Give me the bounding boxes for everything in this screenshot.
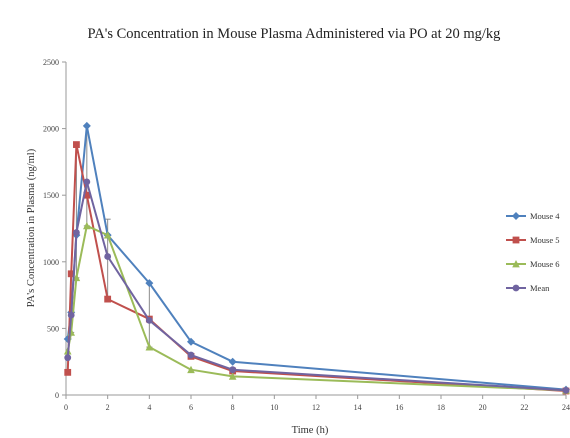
series-mouse-5	[64, 141, 570, 395]
legend-item: Mean	[506, 283, 550, 293]
x-tick-label: 10	[270, 403, 278, 412]
legend-label: Mouse 5	[530, 235, 560, 245]
data-point	[83, 178, 91, 186]
legend-item: Mouse 5	[506, 235, 560, 245]
data-point	[228, 372, 237, 380]
data-point	[562, 386, 570, 394]
data-point	[82, 121, 91, 130]
data-point	[67, 311, 75, 319]
x-tick-label: 24	[562, 403, 570, 412]
data-point	[187, 337, 195, 346]
data-point	[145, 343, 154, 351]
data-point	[73, 229, 80, 236]
data-point	[73, 141, 80, 148]
legend-marker	[512, 284, 520, 292]
data-point	[64, 354, 72, 362]
series-mouse-4	[63, 121, 570, 394]
y-tick-label: 1500	[43, 191, 59, 200]
legend-label: Mouse 6	[530, 259, 560, 269]
x-tick-label: 8	[231, 403, 235, 412]
data-point	[72, 273, 81, 282]
legend-marker	[512, 260, 520, 268]
data-point	[229, 366, 237, 374]
data-point	[83, 221, 91, 230]
legend-item: Mouse 6	[506, 259, 560, 269]
data-point	[104, 253, 112, 260]
x-tick-label: 6	[189, 403, 193, 412]
x-tick-label: 16	[395, 403, 403, 412]
y-tick-label: 500	[47, 324, 59, 333]
data-point	[64, 368, 72, 376]
y-tick-label: 2000	[43, 125, 59, 134]
x-axis-label: Time (h)	[292, 425, 329, 436]
x-tick-label: 4	[147, 403, 151, 412]
series-line	[66, 143, 567, 393]
series-mean	[64, 178, 570, 394]
legend: Mouse 4 Mouse 5 Mouse 6 Mean	[506, 211, 560, 293]
data-point	[83, 191, 91, 199]
y-tick-label: 2500	[43, 58, 59, 67]
x-tick-label: 2	[106, 403, 110, 412]
data-point	[145, 279, 154, 288]
x-tick-label: 22	[520, 403, 528, 412]
x-tick-label: 20	[479, 403, 487, 412]
data-point	[145, 317, 153, 324]
data-point	[228, 357, 237, 366]
series-layer	[63, 121, 570, 395]
y-tick-label: 0	[55, 391, 59, 400]
series-line	[66, 124, 567, 391]
legend-marker	[512, 236, 520, 244]
data-point	[187, 351, 195, 359]
x-tick-label: 18	[437, 403, 445, 412]
x-tick-label: 0	[64, 403, 68, 412]
series-line	[66, 180, 567, 392]
legend-label: Mouse 4	[530, 211, 560, 221]
y-axis-ticks: 0 500 1000 1500 2000 2500	[43, 58, 66, 400]
x-axis-ticks: 0 2 4 6 8 10 12 14 16 18 20 22 24	[64, 395, 570, 412]
legend-label: Mean	[530, 283, 550, 293]
legend-marker	[512, 212, 520, 220]
legend-item: Mouse 4	[506, 211, 560, 221]
data-point	[187, 365, 195, 374]
x-tick-label: 12	[312, 403, 320, 412]
data-point	[67, 270, 75, 278]
data-point	[104, 295, 112, 303]
y-tick-label: 1000	[43, 258, 59, 267]
chart-title: PA's Concentration in Mouse Plasma Admin…	[88, 26, 501, 42]
data-point	[103, 231, 112, 239]
x-tick-label: 14	[354, 403, 362, 412]
y-axis-label: PA's Concentration in Plasma (ng/ml)	[26, 148, 37, 307]
